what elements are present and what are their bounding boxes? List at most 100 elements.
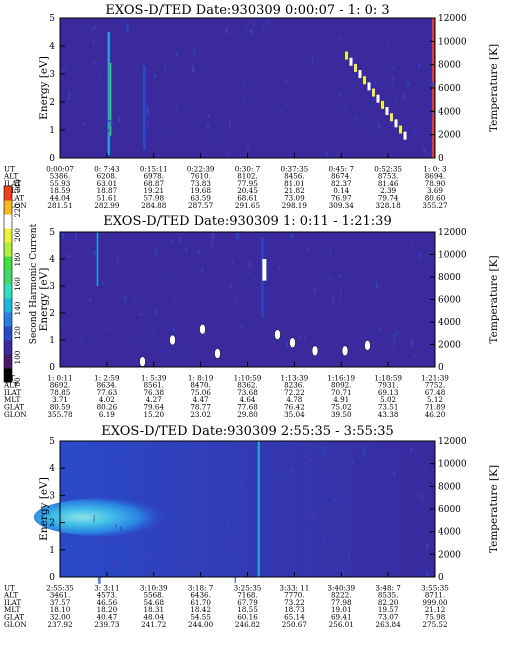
heatmap-noise — [176, 104, 178, 110]
table-cell: 8634. — [97, 381, 118, 390]
table-row-label: GLON — [4, 201, 27, 210]
table-cell: 1: 2:59 — [94, 373, 120, 382]
table-cell: 3:55:35 — [421, 583, 449, 592]
heatmap-feature — [349, 57, 353, 66]
heatmap-noise — [392, 76, 395, 82]
heatmap-feature — [257, 441, 260, 577]
heatmap-noise — [291, 466, 294, 474]
heatmap-noise — [309, 519, 312, 522]
colorbar: 80 100 120 140 160 180 200 220 240 Second Harmoni… — [3, 179, 39, 387]
table-cell: 5386. — [50, 172, 71, 181]
heatmap-feature — [109, 62, 112, 136]
heatmap-noise — [146, 105, 149, 113]
heatmap-noise — [154, 309, 157, 316]
table-cell: 78.77 — [190, 403, 211, 412]
heatmap-noise — [62, 68, 65, 73]
heatmap-noise — [243, 96, 246, 100]
heatmap-noise — [418, 63, 421, 68]
heatmap-noise — [322, 538, 325, 544]
table-cell: 328.18 — [376, 201, 402, 210]
table-cell: 8236. — [284, 381, 305, 390]
heatmap-noise — [171, 239, 174, 243]
heatmap-noise — [172, 277, 175, 280]
table-cell: 282.99 — [94, 201, 120, 210]
heatmap-noise — [192, 62, 194, 70]
table-cell: 7610. — [190, 172, 211, 181]
heatmap-noise — [175, 51, 178, 57]
heatmap-noise — [395, 97, 397, 101]
heatmap-noise — [299, 55, 302, 58]
table-cell: 3461. — [50, 591, 71, 600]
table-row-label: ALT — [3, 172, 18, 181]
table-cell: 999.00 — [422, 598, 448, 607]
heatmap-noise — [117, 257, 120, 265]
y2-axis-label: Temperature [K] — [488, 44, 500, 132]
table-cell: 68.61 — [237, 194, 258, 203]
heatmap-noise — [256, 550, 259, 553]
table-cell: 54.68 — [143, 598, 164, 607]
table-cell: 6436. — [190, 591, 211, 600]
table-cell: 81.46 — [378, 179, 399, 188]
heatmap-noise — [285, 79, 287, 85]
panel-title: EXOS-D/TED Date:930309 1: 0:11 - 1:21:39 — [103, 214, 391, 229]
colorbar-segment — [4, 354, 12, 369]
table-cell: 21.82 — [284, 186, 305, 195]
table-cell: 1:16:19 — [327, 373, 355, 382]
heatmap-feature — [399, 125, 402, 134]
colorbar-tick-label: 100 — [13, 350, 22, 364]
heatmap-noise — [268, 97, 270, 102]
heatmap-noise — [431, 572, 433, 577]
table-row-label: GLAT — [4, 403, 24, 412]
heatmap-noise — [208, 134, 210, 138]
table-cell: 60.16 — [237, 613, 258, 622]
heatmap-noise — [381, 514, 383, 519]
table-cell: 71.89 — [425, 403, 446, 412]
heatmap-noise — [258, 291, 260, 298]
y2-tick-label: 4000 — [438, 107, 461, 117]
table-cell: 18.42 — [190, 605, 211, 614]
colorbar-frame — [3, 185, 13, 383]
table-cell: 250.67 — [282, 620, 308, 629]
y-tick-label: 5 — [49, 437, 55, 447]
heatmap-noise — [374, 81, 377, 85]
colorbar-segment — [4, 326, 12, 341]
heatmap-noise — [106, 129, 110, 133]
y2-tick-label: 2000 — [438, 341, 461, 351]
heatmap-noise — [378, 123, 381, 130]
heatmap-noise — [324, 569, 327, 574]
heatmap-feature — [364, 340, 371, 351]
heatmap-noise — [91, 27, 93, 32]
heatmap-noise — [151, 342, 153, 345]
table-cell: 8753. — [378, 172, 399, 181]
heatmap-noise — [258, 77, 260, 84]
table-cell: 5568. — [143, 591, 164, 600]
heatmap-noise — [158, 461, 161, 467]
heatmap-noise — [268, 532, 271, 540]
heatmap-noise — [356, 117, 358, 123]
y-tick-label: 2 — [49, 519, 55, 529]
heatmap-noise — [181, 348, 183, 355]
heatmap-noise — [160, 491, 163, 496]
colorbar-segment — [4, 270, 12, 285]
table-cell: 78.85 — [50, 388, 71, 397]
heatmap-noise — [185, 246, 188, 252]
table-cell: 65.14 — [284, 613, 305, 622]
heatmap-noise — [252, 22, 255, 26]
heatmap-noise — [120, 491, 123, 499]
heatmap-noise — [426, 544, 429, 550]
panel-title: EXOS-D/TED Date:930309 2:55:35 - 3:55:35 — [101, 424, 394, 439]
table-cell: 8092. — [331, 381, 352, 390]
table-cell: 0:00:07 — [46, 164, 74, 173]
table-cell: 8456. — [284, 172, 305, 181]
table-cell: 3:40:39 — [327, 583, 355, 592]
table-cell: 73.68 — [237, 388, 258, 397]
heatmap-noise — [339, 273, 342, 278]
heatmap-noise — [267, 21, 270, 26]
table-row-label: MLT — [4, 605, 21, 614]
colorbar-segment — [4, 214, 12, 229]
heatmap-noise — [229, 121, 231, 129]
table-cell: 3:33: 11 — [279, 583, 309, 592]
heatmap-noise — [340, 507, 343, 511]
heatmap-noise — [241, 467, 244, 472]
heatmap-noise — [329, 249, 331, 255]
